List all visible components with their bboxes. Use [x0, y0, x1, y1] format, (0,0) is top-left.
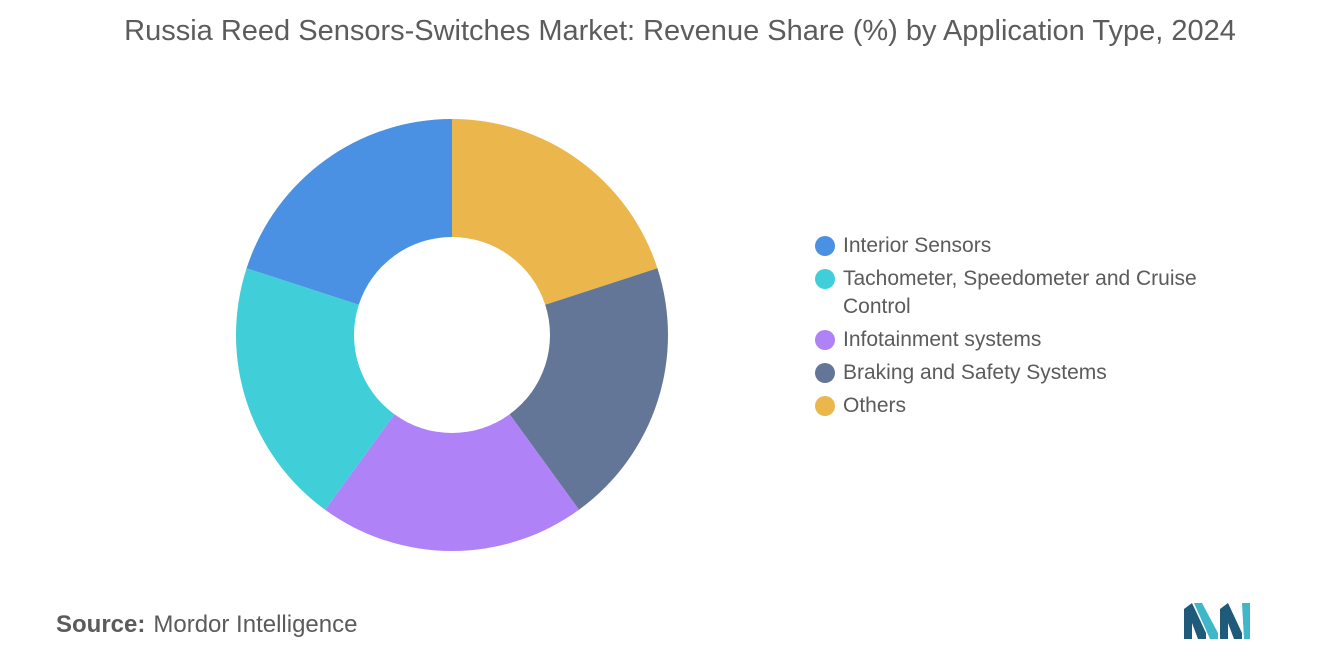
legend-item: Infotainment systems	[815, 326, 1255, 354]
slice-others	[452, 119, 658, 305]
legend-swatch	[815, 363, 835, 383]
mordor-intelligence-logo	[1184, 603, 1250, 639]
legend-item: Interior Sensors	[815, 232, 1255, 260]
slice-infotainment-systems	[325, 414, 579, 551]
chart-legend: Interior Sensors Tachometer, Speedometer …	[815, 232, 1255, 425]
legend-swatch	[815, 396, 835, 416]
slice-interior-sensors	[246, 119, 452, 305]
legend-label: Braking and Safety Systems	[843, 361, 1107, 384]
legend-swatch	[815, 236, 835, 256]
legend-swatch	[815, 330, 835, 350]
source-value: Mordor Intelligence	[153, 611, 358, 638]
legend-item: Braking and Safety Systems	[815, 359, 1255, 387]
slice-tachometer-speedometer-and-cruise-control	[236, 268, 395, 510]
slice-braking-and-safety-systems	[509, 268, 668, 510]
legend-label: Others	[843, 394, 907, 417]
legend-item: Tachometer, Speedometer and Cruise Contr…	[815, 265, 1255, 321]
donut-slices	[236, 119, 668, 551]
legend-swatch	[815, 269, 835, 289]
source-note: Source: Mordor Intelligence	[56, 611, 357, 639]
source-label: Source:	[56, 611, 146, 638]
chart-title: Russia Reed Sensors-Switches Market: Rev…	[124, 15, 1236, 47]
legend-item: Others	[815, 392, 1255, 420]
legend-label: Interior Sensors	[843, 234, 992, 257]
legend-label: Infotainment systems	[843, 328, 1042, 351]
legend-label: Tachometer, Speedometer and Cruise Contr…	[843, 267, 1197, 318]
